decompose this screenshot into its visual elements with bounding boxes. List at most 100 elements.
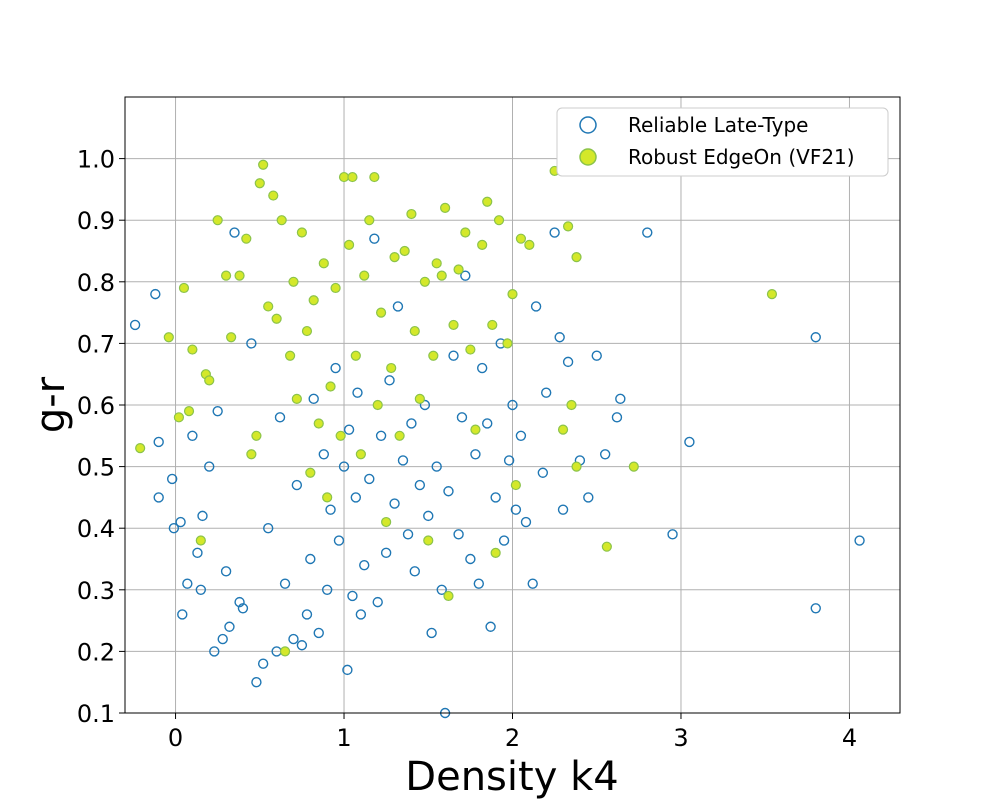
x-axis-label: Density k4 [405,754,618,800]
late-type-point [291,479,303,491]
late-type-point [419,399,431,411]
edgeon-point [389,252,400,263]
edgeon-point [173,412,185,423]
edgeon-point [291,393,302,404]
late-type-point [325,504,336,515]
y-tick-label: 0.1 [77,700,115,728]
edgeon-point [220,270,232,281]
late-type-point [330,362,341,374]
edgeon-point [766,289,778,300]
edgeon-point [394,430,405,441]
late-type-point [409,566,420,577]
late-type-point [150,288,161,300]
edgeon-point [279,646,291,657]
late-type-point [503,455,515,466]
edgeon-point [268,190,279,201]
late-type-point [498,535,510,546]
legend: Reliable Late-Type Robust EdgeOn (VF21) [556,107,889,177]
late-type-point [423,510,434,522]
edgeon-point [355,449,366,460]
edgeon-point [347,171,358,183]
late-type-point [540,387,552,398]
edgeon-point [183,406,195,417]
late-type-point [182,578,193,589]
late-type-point [456,412,468,423]
late-type-point [537,467,549,478]
late-type-point [414,479,426,491]
edgeon-point [187,344,198,355]
late-type-point [355,609,367,620]
legend-label-late-type: Reliable Late-Type [628,113,808,137]
late-type-point [406,418,417,429]
edgeon-point [335,430,346,441]
late-type-point [175,516,186,528]
late-type-point [615,393,626,405]
late-type-point [338,461,350,472]
late-type-point [212,405,223,417]
edgeon-point [234,270,245,281]
late-type-point [279,578,291,589]
late-type-point [507,399,518,411]
late-type-point [436,584,447,595]
late-type-point [301,609,313,620]
late-type-point [599,449,611,460]
late-type-point [372,596,383,608]
late-type-point [369,233,380,244]
late-type-point [237,603,249,614]
edgeon-point [490,547,501,558]
edgeon-point [178,282,190,294]
edgeon-point [502,338,513,349]
late-type-point [234,596,245,608]
late-type-point [562,356,574,368]
edgeon-point [375,307,387,318]
edgeon-point [258,159,269,170]
late-type-point [473,578,485,589]
edgeon-point [423,535,434,546]
edgeon-point [406,208,417,220]
late-type-point [168,523,180,534]
late-type-point [667,529,678,540]
late-type-point [195,584,207,595]
edgeon-point [428,350,439,361]
edgeon-point [487,319,498,331]
grid-lines [125,97,900,714]
late-type-point [359,559,370,571]
late-type-point [375,430,387,441]
edgeon-point [493,215,505,226]
legend-label-edgeon: Robust EdgeOn (VF21) [628,145,855,169]
x-axis-ticks: 0 1 2 3 4 [168,713,857,752]
edgeon-point [628,461,639,472]
edgeon-point [195,535,206,546]
late-type-point [810,332,821,343]
late-type-point [364,473,375,485]
edgeon-point [419,276,430,287]
late-type-point [384,375,395,386]
x-tick-label: 2 [505,724,520,752]
edgeon-point [296,227,308,238]
edgeon-point [510,479,521,491]
late-type-point [490,492,501,503]
y-axis-ticks: 0.1 0.2 0.3 0.4 0.5 0.6 0.7 0.8 0.9 1.0 [77,146,125,728]
y-tick-label: 0.4 [77,515,115,543]
edgeon-point [372,399,383,411]
edgeon-point [241,233,252,244]
y-axis-label: g-r [28,376,74,433]
y-tick-label: 1.0 [77,146,115,174]
late-type-point [591,350,602,361]
late-type-point [204,461,215,472]
edgeon-point [251,430,262,441]
edgeon-point [440,202,451,213]
edgeon-point [601,541,612,552]
edgeon-point [381,516,392,528]
edgeon-point [443,590,454,602]
late-type-point [224,621,235,632]
late-type-point [443,486,454,497]
edgeon-point [414,393,425,404]
edgeon-point [226,332,237,343]
late-type-point [305,553,316,565]
edgeon-point [571,461,582,472]
edgeon-point [271,313,282,324]
late-type-point [611,412,623,423]
late-type-point [402,529,414,540]
late-type-point [557,504,569,515]
